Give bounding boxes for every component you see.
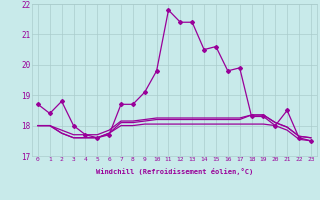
X-axis label: Windchill (Refroidissement éolien,°C): Windchill (Refroidissement éolien,°C) xyxy=(96,168,253,175)
